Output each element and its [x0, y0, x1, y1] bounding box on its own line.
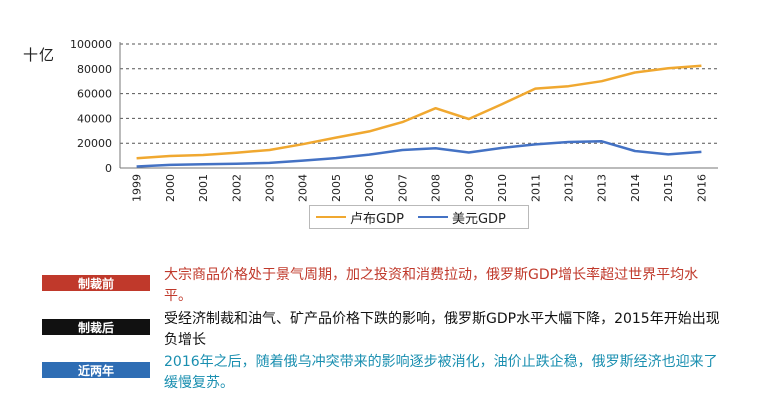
y-tick-label: 100000	[70, 38, 112, 51]
x-tick-label: 2006	[363, 174, 376, 202]
legend-label-rub: 卢布GDP	[350, 211, 404, 227]
y-tick-label: 80000	[77, 63, 112, 76]
gdp-line-chart: 0 20000 40000 60000 80000 100000 1999 2000 2001 2…	[70, 38, 718, 202]
x-tick-label: 2012	[563, 174, 576, 202]
x-tick-label: 2001	[197, 174, 210, 202]
x-tick-label: 2002	[230, 174, 243, 202]
note-text-post-sanctions: 受经济制裁和油气、矿产品价格下跌的影响，俄罗斯GDP水平大幅下降，2015年开始…	[164, 311, 720, 348]
legend-swatch-usd	[417, 216, 448, 218]
y-tick-label: 0	[105, 162, 112, 175]
x-tick-label: 2007	[396, 174, 409, 202]
badge-pre-sanctions: 制裁前	[42, 275, 150, 291]
note-text-pre-sanctions: 大宗商品价格处于景气周期，加之投资和消费拉动，俄罗斯GDP增长率超过世界平均水平…	[164, 267, 699, 304]
x-tick-label: 2016	[695, 174, 708, 202]
x-tick-label: 1999	[131, 174, 144, 202]
x-tick-label: 2003	[264, 174, 277, 202]
y-axis-unit-label: 十亿	[23, 46, 56, 64]
legend-item-usd: 美元GDP	[417, 208, 506, 227]
note-text-recent-years: 2016年之后，随着俄乌冲突带来的影响逐步被消化，油价止跌企稳，俄罗斯经济也迎来…	[164, 354, 718, 391]
legend-label-usd: 美元GDP	[451, 211, 506, 227]
x-tick-label: 2004	[297, 174, 310, 202]
x-tick-label: 2000	[164, 174, 177, 202]
y-tick-label: 20000	[77, 137, 112, 150]
y-tick-label: 40000	[77, 112, 112, 125]
y-tick-label: 60000	[77, 88, 112, 101]
badge-post-sanctions: 制裁后	[42, 319, 150, 335]
x-tick-label: 2013	[596, 174, 609, 202]
legend-item-rub: 卢布GDP	[316, 208, 404, 227]
x-tick-label: 2014	[629, 174, 642, 202]
series-line-usd-gdp	[136, 140, 702, 168]
series-line-rub-gdp	[136, 64, 702, 160]
badge-recent-years: 近两年	[42, 362, 150, 378]
chart-legend: 卢布GDP 美元GDP	[309, 205, 529, 229]
x-tick-label: 2008	[430, 174, 443, 202]
x-tick-label: 2011	[529, 174, 542, 202]
x-tick-label: 2005	[330, 174, 343, 202]
x-tick-label: 2015	[662, 174, 675, 202]
x-tick-label: 2010	[496, 174, 509, 202]
legend-swatch-rub	[316, 216, 346, 218]
x-tick-label: 2009	[463, 174, 476, 202]
